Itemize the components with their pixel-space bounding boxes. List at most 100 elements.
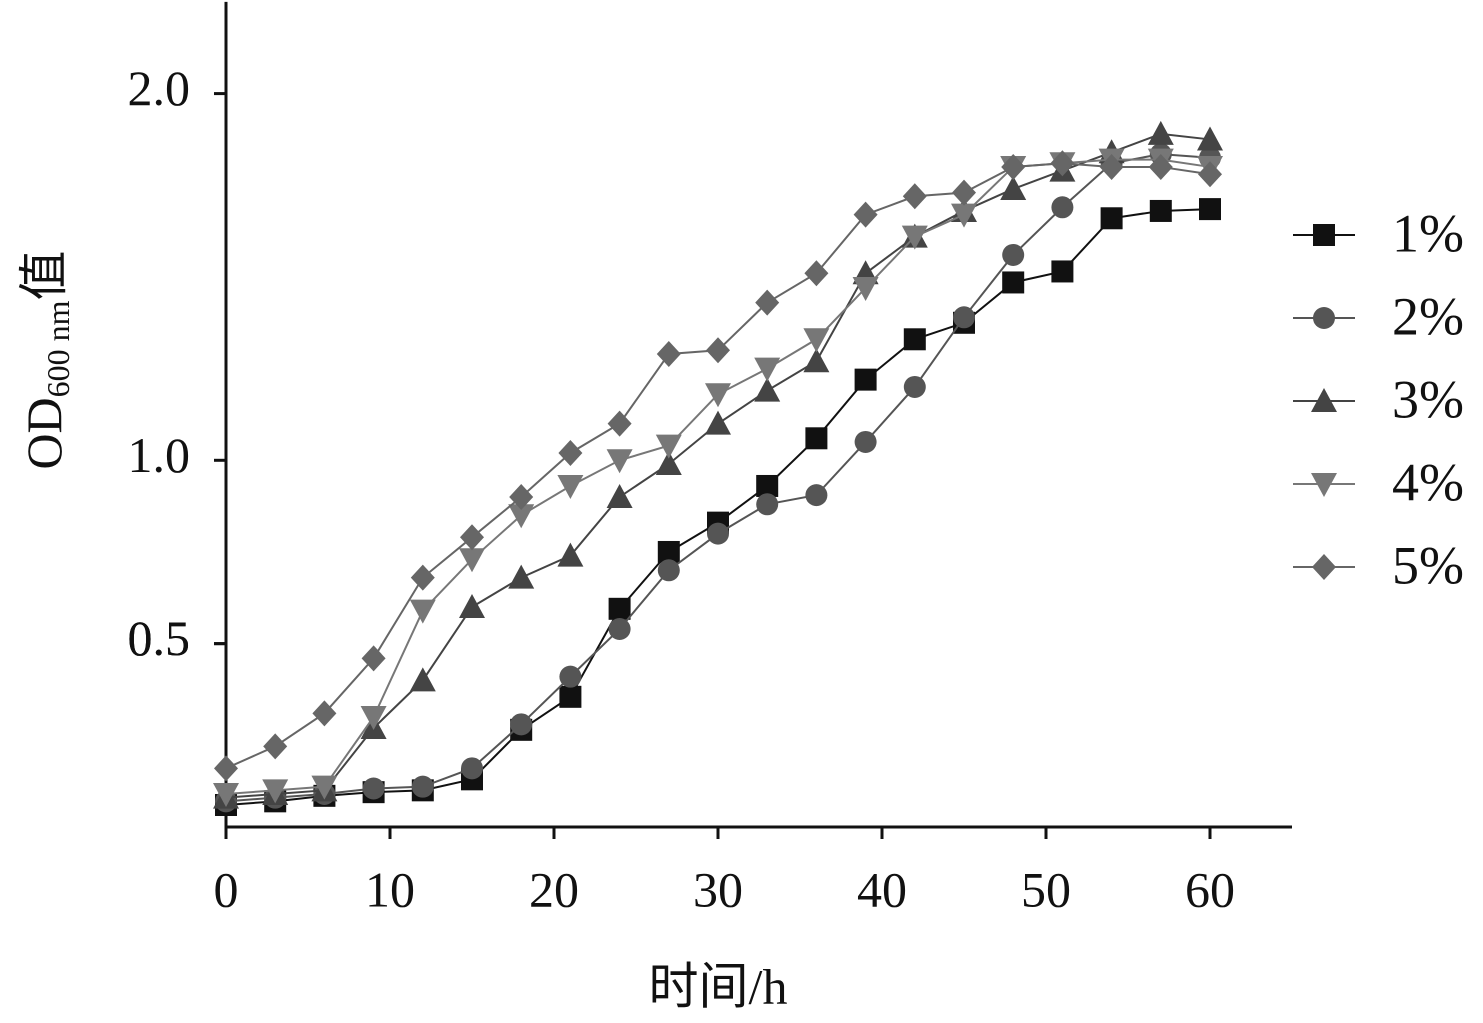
marker bbox=[508, 564, 535, 589]
marker bbox=[756, 474, 779, 497]
marker bbox=[655, 434, 682, 459]
marker bbox=[804, 260, 829, 287]
marker bbox=[509, 483, 534, 510]
marker bbox=[754, 377, 781, 402]
marker bbox=[411, 775, 434, 798]
marker bbox=[608, 617, 631, 640]
legend-label: 5% bbox=[1392, 535, 1464, 595]
marker bbox=[1000, 175, 1027, 200]
legend-marker bbox=[1311, 473, 1337, 497]
marker bbox=[803, 328, 830, 353]
marker bbox=[1100, 207, 1123, 230]
marker bbox=[756, 493, 779, 516]
marker bbox=[1149, 199, 1172, 222]
marker bbox=[1197, 126, 1223, 151]
legend-label: 4% bbox=[1392, 452, 1464, 512]
marker bbox=[952, 179, 976, 206]
marker bbox=[312, 700, 337, 727]
x-tick-label: 30 bbox=[693, 861, 743, 917]
series-line bbox=[225, 162, 1211, 770]
x-tick-label: 40 bbox=[857, 861, 907, 917]
y-label-main: OD bbox=[16, 397, 72, 469]
marker bbox=[803, 348, 830, 373]
marker bbox=[557, 542, 584, 567]
x-tick-label: 0 bbox=[214, 861, 239, 917]
y-label-sub: 600 nm bbox=[40, 300, 76, 397]
legend-label: 3% bbox=[1392, 369, 1464, 429]
marker bbox=[852, 276, 879, 301]
marker bbox=[361, 645, 386, 672]
x-axis-label: 时间/h bbox=[649, 958, 788, 1014]
marker bbox=[213, 782, 239, 807]
marker bbox=[1002, 243, 1025, 266]
marker bbox=[1198, 161, 1222, 188]
y-tick-label: 2.0 bbox=[128, 60, 191, 116]
marker bbox=[508, 504, 535, 529]
marker bbox=[1050, 150, 1075, 177]
marker bbox=[805, 484, 828, 507]
legend-label: 2% bbox=[1392, 286, 1464, 346]
marker bbox=[755, 289, 780, 316]
marker bbox=[559, 685, 582, 708]
marker bbox=[558, 439, 583, 466]
series-line bbox=[225, 132, 1211, 799]
marker bbox=[262, 779, 289, 804]
legend-marker bbox=[1312, 554, 1336, 580]
marker bbox=[705, 383, 731, 408]
marker bbox=[459, 548, 485, 573]
marker bbox=[1147, 120, 1174, 145]
marker bbox=[854, 368, 877, 391]
marker bbox=[460, 524, 484, 551]
marker bbox=[657, 559, 680, 582]
y-label-suffix: 值 bbox=[16, 250, 72, 300]
marker bbox=[903, 328, 926, 351]
marker bbox=[1199, 198, 1221, 221]
marker bbox=[854, 430, 877, 453]
marker bbox=[902, 183, 927, 210]
x-tick-label: 20 bbox=[529, 861, 579, 917]
legend-label: 1% bbox=[1392, 203, 1464, 263]
marker bbox=[459, 593, 485, 618]
marker bbox=[311, 775, 338, 800]
marker bbox=[706, 337, 730, 364]
marker bbox=[1051, 196, 1074, 219]
marker bbox=[608, 597, 631, 620]
marker bbox=[461, 757, 483, 780]
marker bbox=[901, 225, 928, 250]
marker bbox=[707, 522, 729, 545]
legend-marker bbox=[1311, 388, 1337, 412]
legend-marker bbox=[1313, 224, 1335, 246]
marker bbox=[805, 427, 828, 450]
marker bbox=[853, 201, 878, 228]
marker bbox=[263, 733, 288, 760]
marker bbox=[1001, 153, 1026, 180]
marker bbox=[953, 306, 975, 329]
marker bbox=[606, 449, 633, 474]
marker bbox=[951, 203, 977, 228]
marker bbox=[1148, 153, 1173, 180]
x-tick-label: 50 bbox=[1021, 861, 1071, 917]
marker bbox=[656, 340, 681, 367]
y-tick-label: 0.5 bbox=[128, 610, 191, 666]
series-line bbox=[225, 153, 1211, 803]
y-tick-label: 1.0 bbox=[128, 427, 191, 483]
marker bbox=[214, 755, 238, 782]
y-axis-label: OD600 nm值 bbox=[16, 250, 76, 469]
marker bbox=[410, 564, 435, 591]
marker bbox=[657, 540, 680, 563]
marker bbox=[360, 705, 387, 730]
marker bbox=[559, 665, 582, 688]
marker bbox=[510, 713, 533, 736]
x-tick-label: 10 bbox=[365, 861, 415, 917]
marker bbox=[606, 483, 633, 508]
marker bbox=[754, 357, 781, 382]
marker bbox=[903, 375, 926, 398]
marker bbox=[557, 474, 584, 499]
marker bbox=[409, 599, 436, 624]
series-line bbox=[225, 158, 1211, 795]
marker bbox=[362, 777, 385, 800]
y-tick-label: 0.5 bbox=[128, 610, 191, 666]
marker bbox=[1051, 260, 1074, 283]
marker bbox=[409, 667, 436, 692]
